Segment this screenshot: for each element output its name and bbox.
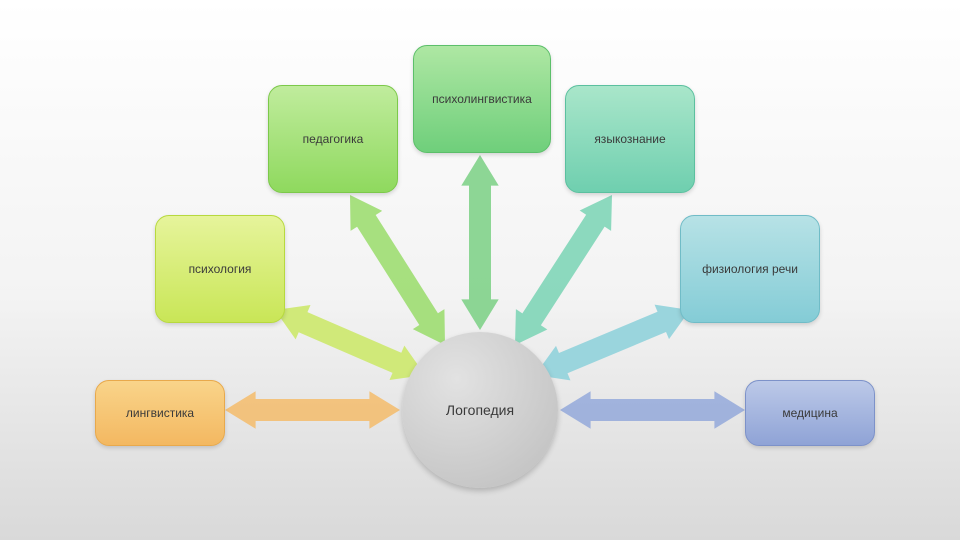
node-label: педагогика (303, 132, 364, 146)
node-medicine: медицина (745, 380, 875, 446)
node-label: психология (189, 262, 252, 276)
center-label: Логопедия (446, 402, 514, 418)
node-linguistics-sci: языкознание (565, 85, 695, 193)
node-label: психолингвистика (432, 92, 532, 106)
center-node: Логопедия (402, 332, 558, 488)
node-speech-phys: физиология речи (680, 215, 820, 323)
node-label: физиология речи (702, 262, 798, 276)
node-psychology: психология (155, 215, 285, 323)
node-label: лингвистика (126, 406, 194, 420)
node-label: медицина (782, 406, 837, 420)
node-label: языкознание (594, 132, 665, 146)
diagram-canvas: Логопедия лингвистика психология педагог… (0, 0, 960, 540)
node-pedagogy: педагогика (268, 85, 398, 193)
node-linguistics: лингвистика (95, 380, 225, 446)
node-psycholinguistics: психолингвистика (413, 45, 551, 153)
